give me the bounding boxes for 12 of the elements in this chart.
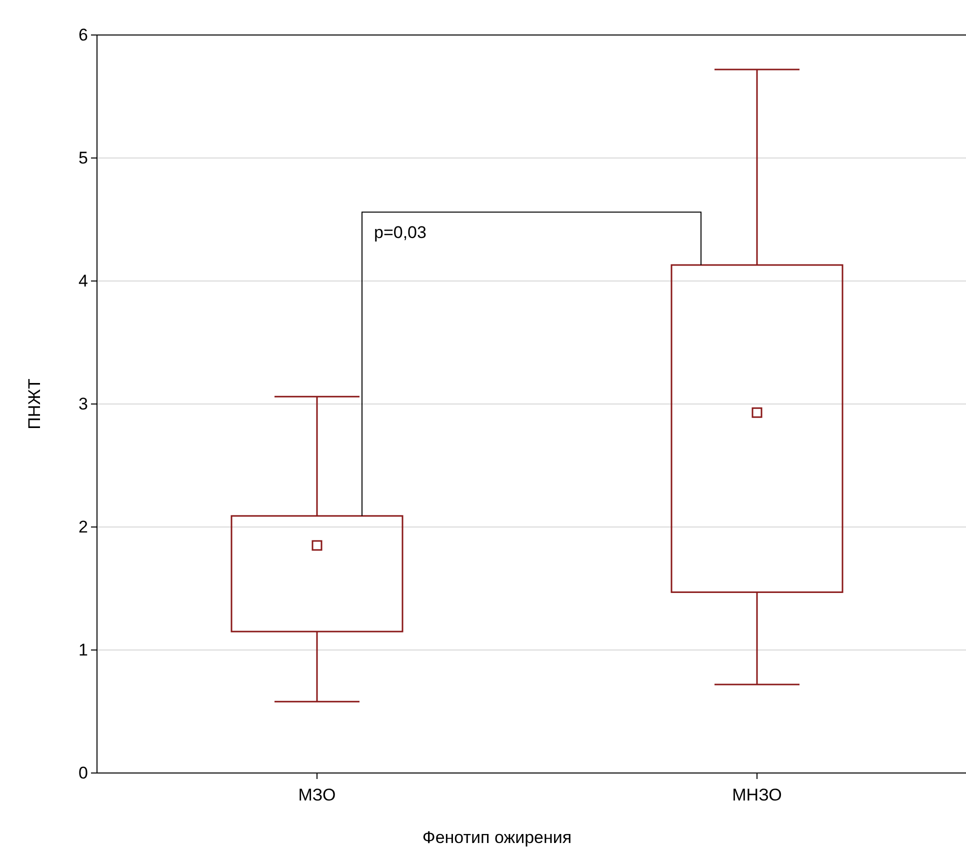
x-axis-title: Фенотип ожирения xyxy=(422,828,572,847)
y-tick-label: 0 xyxy=(78,763,88,782)
y-tick-label: 3 xyxy=(78,394,88,414)
x-tick-label: МЗО xyxy=(298,786,336,805)
y-tick-label: 4 xyxy=(78,271,88,290)
x-tick-label: МНЗО xyxy=(732,786,782,805)
y-tick-label: 6 xyxy=(78,25,88,44)
y-tick-label: 1 xyxy=(78,640,88,660)
y-tick-label: 5 xyxy=(78,148,88,168)
y-tick-label: 2 xyxy=(78,517,88,536)
annotation: p=0,03 xyxy=(374,223,426,242)
y-axis-title: ПНЖТ xyxy=(25,378,44,430)
